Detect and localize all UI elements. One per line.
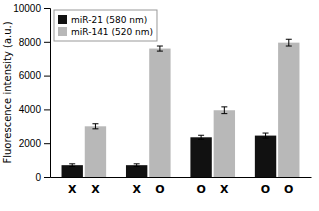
y-axis: 0 2000 4000 6000 8000 10000 (13, 3, 50, 183)
error-bar-line (69, 164, 75, 167)
category-label: X (91, 183, 100, 196)
tick-mark (44, 8, 50, 9)
error-bar-line (263, 133, 269, 138)
error-bar (134, 164, 140, 167)
tick: 2000 (19, 138, 50, 149)
legend-label: miR-141 (520 nm) (71, 27, 153, 37)
tick-label: 10000 (13, 3, 41, 14)
category-label: O (261, 183, 270, 196)
chart: 0 2000 4000 6000 8000 10000Fluorescence inten… (0, 0, 319, 211)
tick-mark (44, 42, 50, 43)
category-label: O (196, 183, 205, 196)
tick-label: 2000 (19, 138, 42, 149)
tick-label: 6000 (19, 70, 42, 81)
category-labels: XXXOOXOO (68, 183, 293, 196)
tick-mark (44, 177, 50, 178)
error-bar (92, 124, 98, 129)
legend-box (54, 10, 157, 41)
tick-mark (44, 143, 50, 144)
tick: 4000 (19, 104, 50, 115)
category-label: X (68, 183, 77, 196)
axis-line (51, 177, 312, 178)
error-bar (198, 135, 204, 139)
error-bar-line (198, 135, 204, 139)
error-bar (221, 107, 227, 114)
bar (190, 137, 211, 177)
category-label: O (284, 183, 293, 196)
category-label: X (220, 183, 229, 196)
legend-swatch (58, 27, 67, 36)
tick-mark (44, 109, 50, 110)
tick: 10000 (13, 3, 50, 14)
legend-label: miR-21 (580 nm) (71, 15, 147, 25)
error-bar-line (221, 107, 227, 114)
bar (214, 110, 235, 177)
error-bar-line (92, 124, 98, 129)
axis-line (44, 9, 51, 178)
legend: miR-21 (580 nm) miR-141 (520 nm) (54, 10, 157, 41)
marks (62, 39, 300, 177)
error-bar-line (134, 164, 140, 167)
bar (278, 43, 299, 177)
bar (85, 126, 106, 177)
x-axis (51, 177, 312, 178)
legend-item: miR-141 (520 nm) (58, 27, 153, 37)
tick: 6000 (19, 70, 50, 81)
bar (255, 136, 276, 177)
error-bar-line (157, 46, 163, 51)
series (85, 39, 300, 177)
tick-mark (44, 76, 50, 77)
error-bar-line (286, 39, 292, 46)
axis-title: Fluorescence intensity (a.u.) (2, 21, 13, 163)
error-bar (157, 46, 163, 51)
plot: 0 2000 4000 6000 8000 10000Fluorescence inten… (2, 3, 312, 196)
tick-label: 0 (35, 172, 41, 183)
tick-label: 4000 (19, 104, 42, 115)
tick: 8000 (19, 37, 50, 48)
legend-swatch (58, 15, 67, 24)
tick: 0 (35, 172, 50, 183)
error-bar (286, 39, 292, 46)
legend-item: miR-21 (580 nm) (58, 15, 147, 25)
tick-label: 8000 (19, 37, 42, 48)
bar (149, 49, 170, 177)
category-label: O (155, 183, 164, 196)
error-bar (263, 133, 269, 138)
category-label: X (132, 183, 141, 196)
error-bar (69, 164, 75, 167)
